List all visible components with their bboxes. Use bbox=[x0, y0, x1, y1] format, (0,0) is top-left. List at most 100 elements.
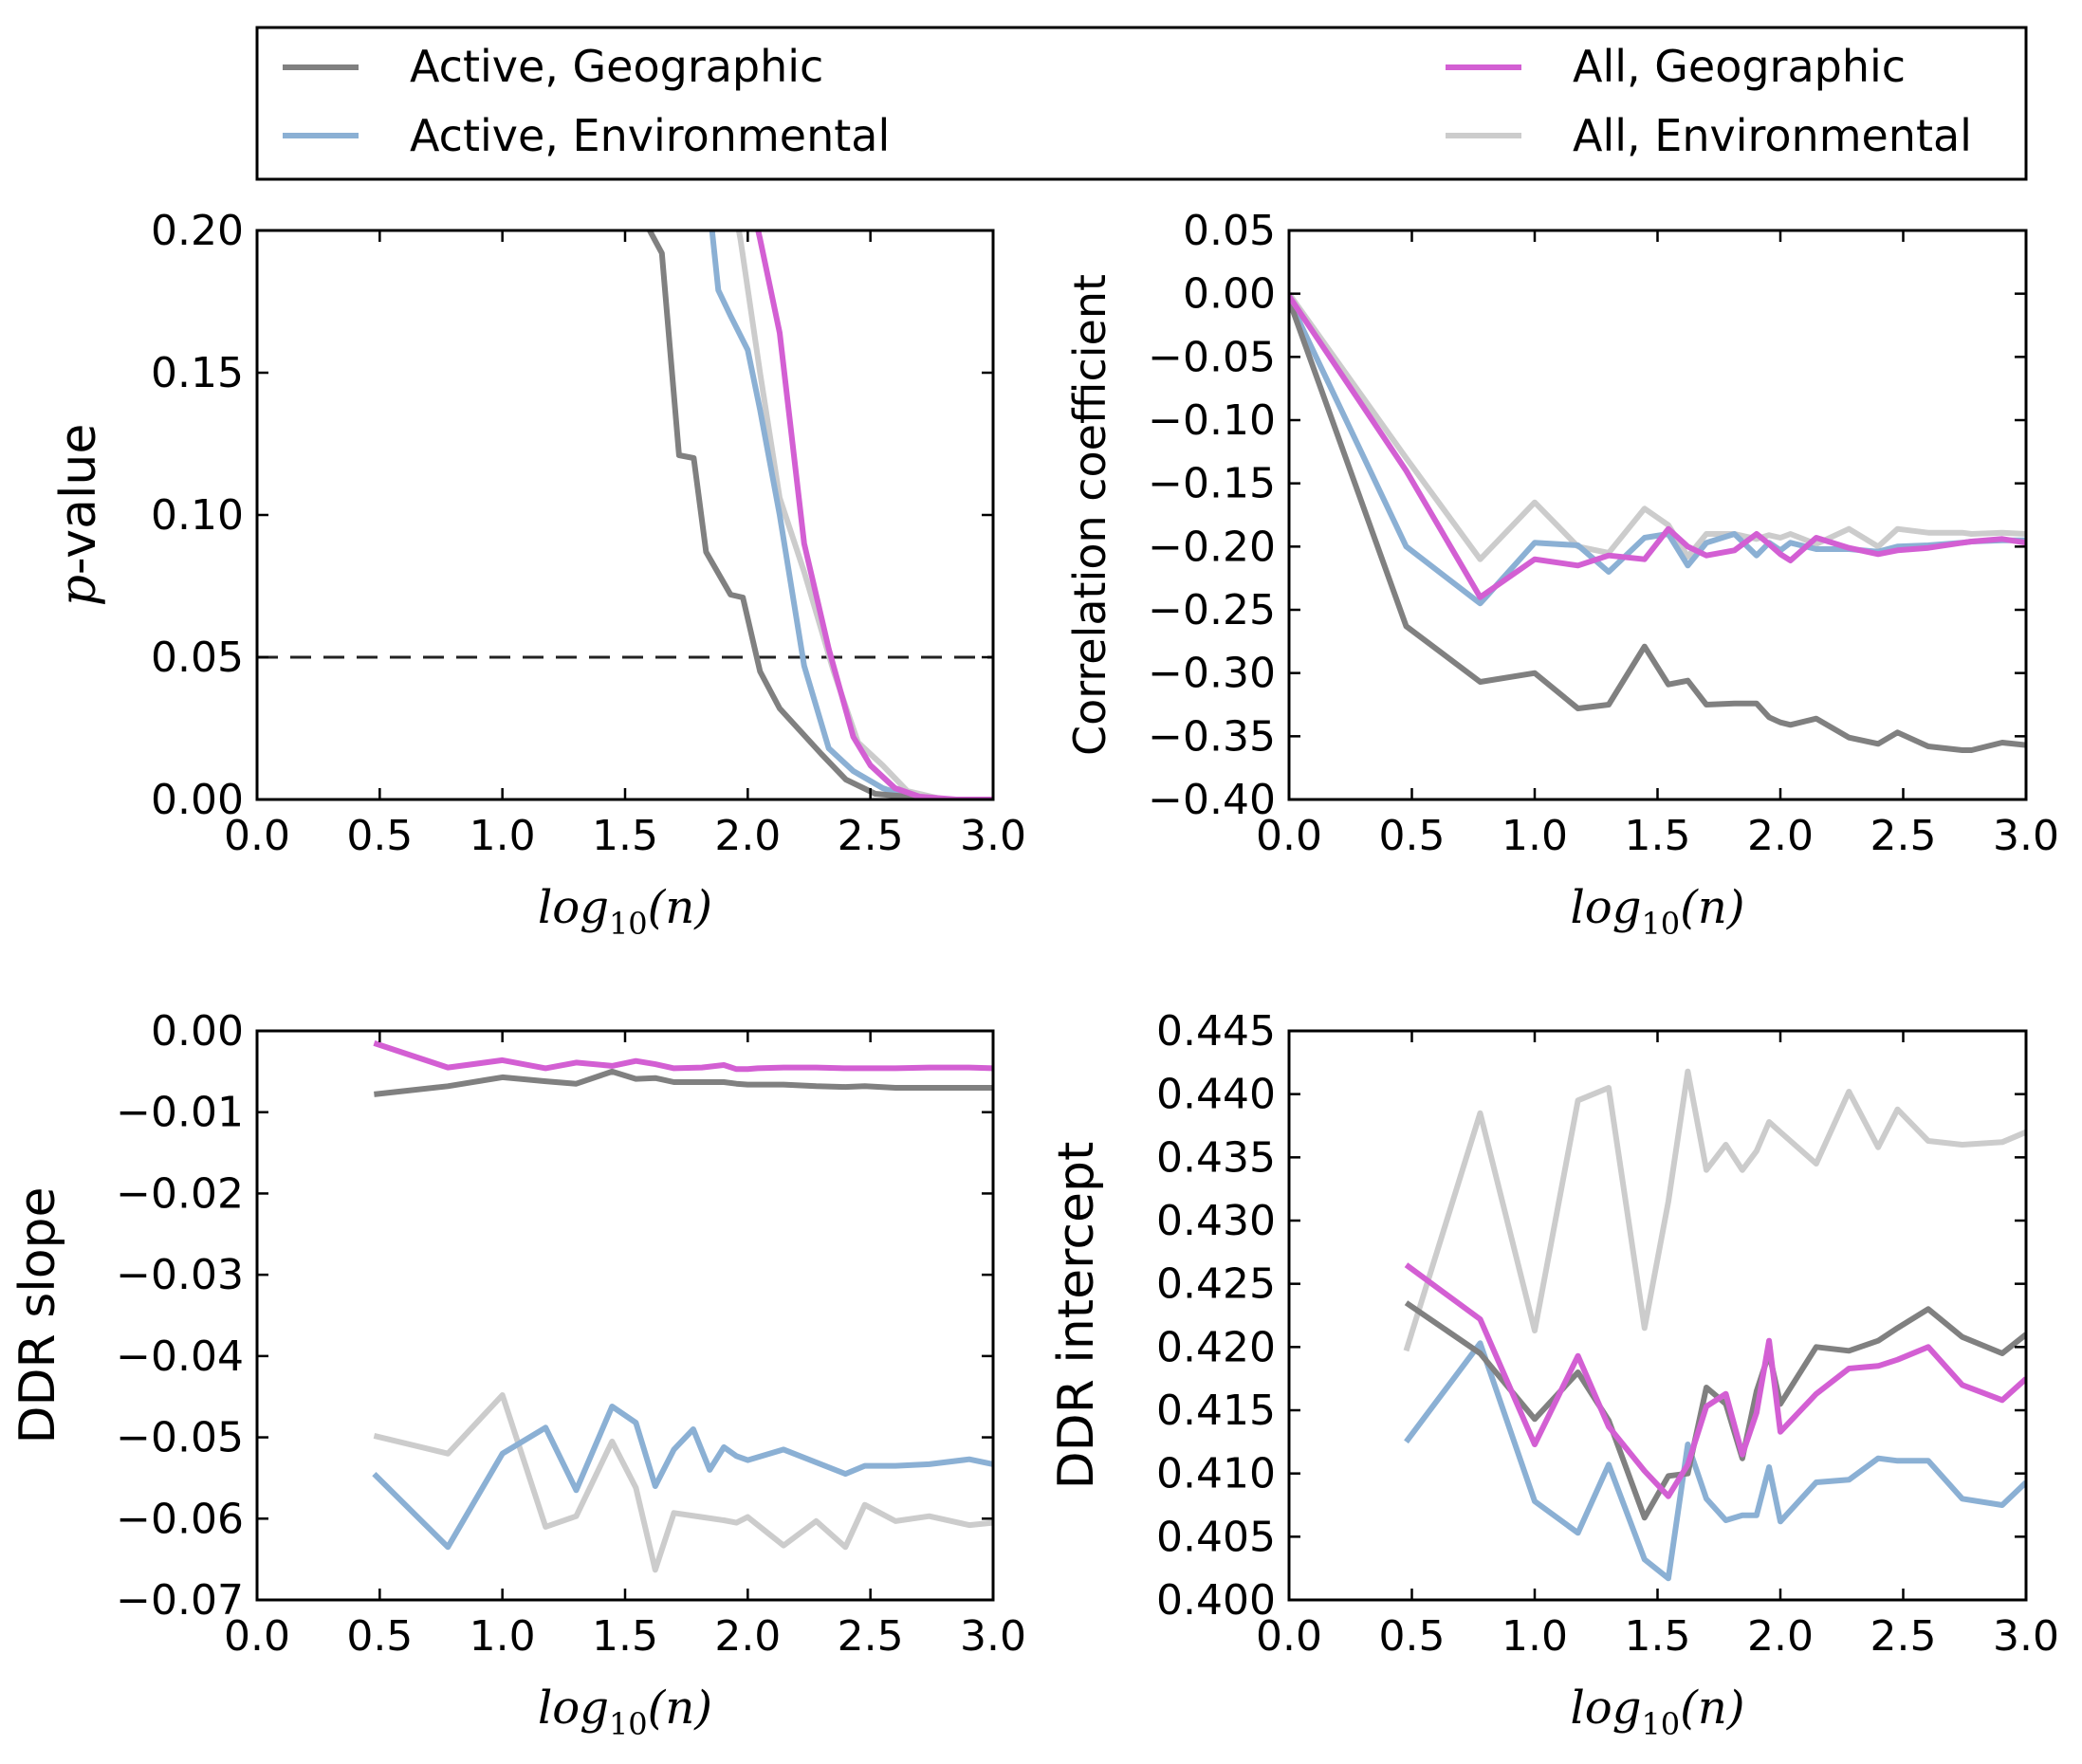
y-tick-label: 0.445 bbox=[1156, 1007, 1276, 1056]
plot-area bbox=[372, 1040, 993, 1573]
legend-entry-active-environmental: Active, Environmental bbox=[283, 110, 890, 161]
legend-label: All, Environmental bbox=[1573, 110, 1972, 161]
y-tick-label: 0.410 bbox=[1156, 1450, 1276, 1498]
y-tick-label: −0.30 bbox=[1148, 650, 1276, 698]
y-tick-label: 0.435 bbox=[1156, 1133, 1276, 1182]
x-axis-label-subscript: 10 bbox=[1641, 906, 1680, 942]
x-tick-label: 0.0 bbox=[224, 812, 290, 860]
series-line-active-geographic bbox=[1404, 1300, 2026, 1521]
y-tick-label: 0.405 bbox=[1156, 1513, 1276, 1561]
series-line-active-environmental bbox=[709, 230, 993, 799]
y-tick-label: −0.04 bbox=[116, 1332, 244, 1381]
x-axis-label-arg: (n) bbox=[648, 1681, 712, 1735]
x-tick-label: 2.5 bbox=[838, 812, 904, 860]
y-tick-label: −0.02 bbox=[116, 1169, 244, 1218]
x-tick-label: 0.5 bbox=[1379, 1612, 1446, 1661]
series-line-all-geographic bbox=[755, 230, 993, 799]
y-tick-label: −0.10 bbox=[1148, 396, 1276, 445]
y-tick-label: −0.25 bbox=[1148, 586, 1276, 634]
x-tick-label: 2.5 bbox=[1870, 1612, 1937, 1661]
x-axis-label-base: log bbox=[538, 881, 609, 934]
y-axis-label: DDR intercept bbox=[1048, 1142, 1105, 1490]
x-tick-label: 2.0 bbox=[1747, 1612, 1814, 1661]
series-line-active-geographic bbox=[374, 1068, 993, 1097]
x-tick-label: 2.5 bbox=[838, 1612, 904, 1661]
x-tick-label: 1.0 bbox=[470, 1612, 536, 1661]
axes-frame bbox=[255, 229, 995, 801]
y-tick-label: −0.15 bbox=[1148, 460, 1276, 508]
series-line-active-geographic bbox=[1289, 299, 2026, 753]
x-axis-label-base: log bbox=[1570, 1681, 1641, 1735]
x-axis-label-subscript: 10 bbox=[609, 906, 648, 942]
series-line-active-environmental bbox=[1404, 1340, 2026, 1582]
x-tick-label: 2.5 bbox=[1870, 812, 1937, 860]
x-tick-label: 0.5 bbox=[346, 812, 413, 860]
x-tick-label: 2.0 bbox=[714, 1612, 781, 1661]
y-tick-label: −0.06 bbox=[116, 1495, 244, 1543]
x-axis-label-arg: (n) bbox=[1680, 881, 1744, 934]
x-tick-label: 0.0 bbox=[1256, 1612, 1322, 1661]
panel-ddr-slope: 0.0 0.5 1.0 1.5 2.0 2.5 3.0 0.00 −0.01 −0.02 −0.03… bbox=[9, 1007, 1026, 1742]
y-tick-label: −0.35 bbox=[1148, 712, 1276, 761]
y-tick-label: −0.05 bbox=[1148, 333, 1276, 381]
x-tick-label: 2.0 bbox=[714, 812, 781, 860]
y-tick-label: −0.03 bbox=[116, 1251, 244, 1299]
x-tick-label: 1.5 bbox=[1625, 812, 1691, 860]
y-tick-label: 0.420 bbox=[1156, 1323, 1276, 1371]
panel-p-value: 0.0 0.5 1.0 1.5 2.0 2.5 3.0 0.00 0.05 0.10 0.15 0.2… bbox=[50, 207, 1026, 942]
series-line-all-geographic bbox=[1404, 1262, 2026, 1499]
x-axis-label: log10(n) bbox=[538, 1681, 712, 1742]
y-axis-label-rest: -value bbox=[50, 424, 107, 575]
panel-correlation-coefficient: 0.0 0.5 1.0 1.5 2.0 2.5 3.0 0.05 0.00 −0.05 −0.10 −… bbox=[1064, 207, 2059, 942]
y-tick-label: −0.07 bbox=[116, 1576, 244, 1625]
y-tick-label: 0.10 bbox=[151, 491, 244, 540]
plot-area bbox=[1289, 291, 2026, 753]
y-tick-label: −0.40 bbox=[1148, 776, 1276, 824]
y-axis-label: p-value bbox=[50, 424, 107, 607]
x-axis-label: log10(n) bbox=[1570, 1681, 1744, 1742]
y-tick-label: 0.20 bbox=[151, 207, 244, 255]
y-tick-label: −0.01 bbox=[116, 1089, 244, 1137]
series-line-active-geographic bbox=[646, 230, 993, 799]
y-tick-label: 0.00 bbox=[151, 1007, 244, 1056]
legend-entry-active-geographic: Active, Geographic bbox=[283, 41, 823, 92]
x-tick-label: 1.0 bbox=[1502, 812, 1568, 860]
x-tick-label: 1.0 bbox=[470, 812, 536, 860]
x-tick-label: 1.5 bbox=[1625, 1612, 1691, 1661]
legend-entry-all-geographic: All, Geographic bbox=[1446, 41, 1906, 92]
y-axis-label: DDR slope bbox=[9, 1186, 66, 1443]
series-line-all-environmental bbox=[373, 1392, 993, 1573]
legend-frame bbox=[255, 26, 2028, 181]
x-axis-label-arg: (n) bbox=[648, 881, 712, 934]
x-tick-label: 1.0 bbox=[1502, 1612, 1568, 1661]
x-axis-label-base: log bbox=[538, 1681, 609, 1735]
x-tick-label: 3.0 bbox=[1993, 1612, 2059, 1661]
y-tick-label: 0.425 bbox=[1156, 1260, 1276, 1309]
x-axis-label: log10(n) bbox=[538, 881, 712, 942]
series-line-all-environmental bbox=[1403, 1068, 2026, 1352]
series-line-active-environmental bbox=[372, 1404, 993, 1551]
plot-area bbox=[1403, 1068, 2026, 1582]
y-tick-label: 0.440 bbox=[1156, 1071, 1276, 1119]
legend-label: All, Geographic bbox=[1573, 41, 1906, 92]
plot-area bbox=[257, 230, 993, 799]
legend-entry-all-environmental: All, Environmental bbox=[1446, 110, 1972, 161]
x-tick-label: 3.0 bbox=[960, 812, 1026, 860]
x-axis-label: log10(n) bbox=[1570, 881, 1744, 942]
x-axis-label-arg: (n) bbox=[1680, 1681, 1744, 1735]
series-line-all-geographic bbox=[373, 1040, 993, 1073]
legend-label: Active, Geographic bbox=[410, 41, 823, 92]
y-tick-label: 0.415 bbox=[1156, 1387, 1276, 1435]
x-tick-label: 0.0 bbox=[1256, 812, 1322, 860]
x-tick-label: 0.5 bbox=[346, 1612, 413, 1661]
y-tick-label: −0.20 bbox=[1148, 523, 1276, 571]
x-tick-label: 0.5 bbox=[1379, 812, 1446, 860]
x-tick-label: 1.5 bbox=[592, 812, 658, 860]
legend-label: Active, Environmental bbox=[410, 110, 890, 161]
y-tick-label: 0.05 bbox=[151, 634, 244, 682]
series-line-all-geographic bbox=[1289, 294, 2026, 600]
x-tick-label: 2.0 bbox=[1747, 812, 1814, 860]
y-tick-label: 0.00 bbox=[1183, 270, 1276, 319]
y-axis-label: Correlation coefficient bbox=[1064, 274, 1115, 756]
